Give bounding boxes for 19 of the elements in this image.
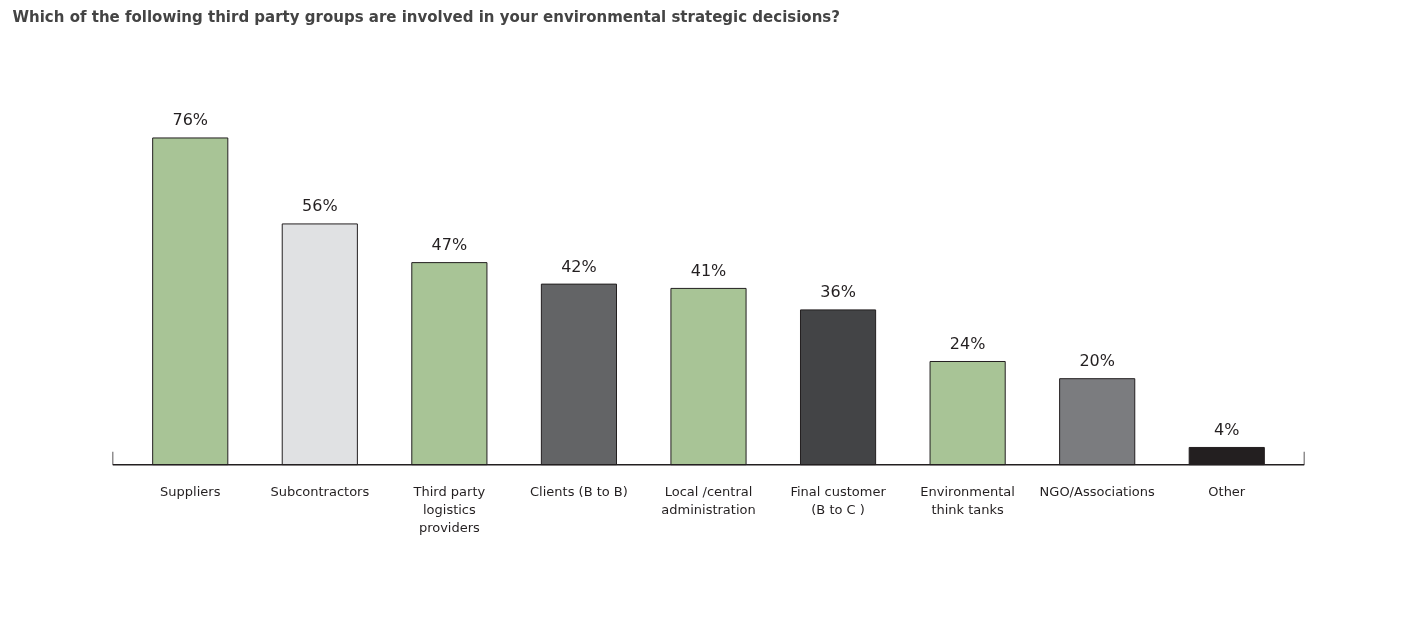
x-tick-label: Clients (B to B) — [530, 483, 628, 499]
x-tick-label: Local /central administration — [661, 483, 756, 517]
data-label: 47% — [431, 235, 468, 255]
x-tick-label: Third party logistics providers — [412, 483, 486, 535]
data-label: 76% — [172, 110, 209, 130]
data-label: 20% — [1079, 351, 1115, 371]
x-tick-label: Environmental think tanks — [920, 483, 1015, 517]
data-label: 42% — [561, 256, 597, 276]
x-tick-label: Other — [1208, 483, 1246, 499]
data-label: 24% — [949, 333, 986, 353]
data-label: 56% — [302, 196, 338, 216]
x-tick-label: Final customer (B to C ) — [790, 483, 887, 517]
x-tick-label: NGO/Associations — [1039, 483, 1156, 499]
data-label: 41% — [690, 260, 727, 280]
data-label: 4% — [1214, 419, 1240, 439]
x-tick-label: Subcontractors — [270, 483, 370, 499]
chart-title: Which of the following third party groups are involved in your environmental strategic decisions? — [12, 7, 840, 26]
data-label: 36% — [820, 282, 856, 302]
x-tick-label: Suppliers — [160, 483, 221, 499]
